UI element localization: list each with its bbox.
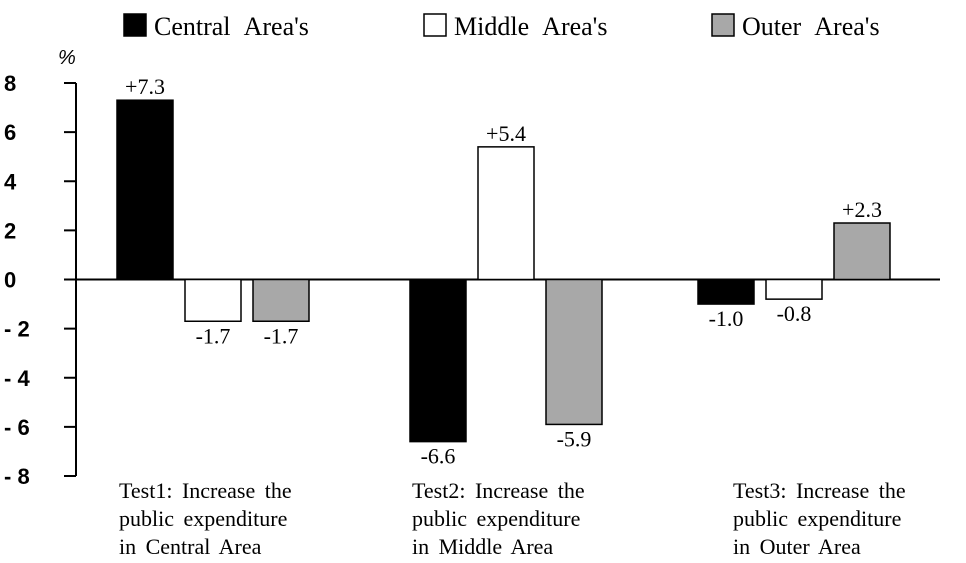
value-label: -1.0 [709, 306, 744, 331]
legend-swatch [423, 13, 447, 37]
x-category-label: Test1: Increase the public expenditure in … [119, 478, 292, 559]
y-tick-label: - 4 [4, 366, 30, 391]
legend-label: Middle Area's [454, 12, 608, 41]
legend-swatch [711, 13, 735, 37]
y-tick-label: 4 [4, 169, 17, 194]
bar [833, 222, 891, 281]
value-label: -5.9 [557, 426, 592, 451]
x-category-label: Test3: Increase the public expenditure in … [733, 478, 906, 559]
value-label: -6.6 [421, 444, 456, 469]
y-tick-label: - 6 [4, 415, 30, 440]
bar [697, 278, 755, 305]
bar [116, 99, 174, 281]
bar [184, 278, 242, 323]
value-label: +2.3 [842, 197, 882, 222]
bar [765, 278, 823, 300]
y-tick-label: 0 [4, 268, 16, 293]
y-tick-label: - 2 [4, 317, 30, 342]
value-label: +5.4 [486, 121, 526, 146]
y-tick-label: 8 [4, 71, 16, 96]
legend-label: Outer Area's [742, 12, 880, 41]
value-label: -1.7 [196, 323, 231, 348]
y-tick-label: - 8 [4, 464, 30, 489]
bar [545, 278, 603, 426]
value-label: -0.8 [777, 301, 812, 326]
x-category-label: Test2: Increase the public expenditure in … [412, 478, 585, 559]
bar [252, 278, 310, 323]
value-label: +7.3 [125, 74, 165, 99]
legend-label: Central Area's [154, 12, 309, 41]
y-unit: % [58, 47, 76, 69]
y-tick-label: 6 [4, 120, 16, 145]
y-tick-label: 2 [4, 218, 16, 243]
bar [477, 146, 535, 281]
value-label: -1.7 [264, 323, 299, 348]
legend-swatch [123, 13, 147, 37]
bar [409, 278, 467, 443]
